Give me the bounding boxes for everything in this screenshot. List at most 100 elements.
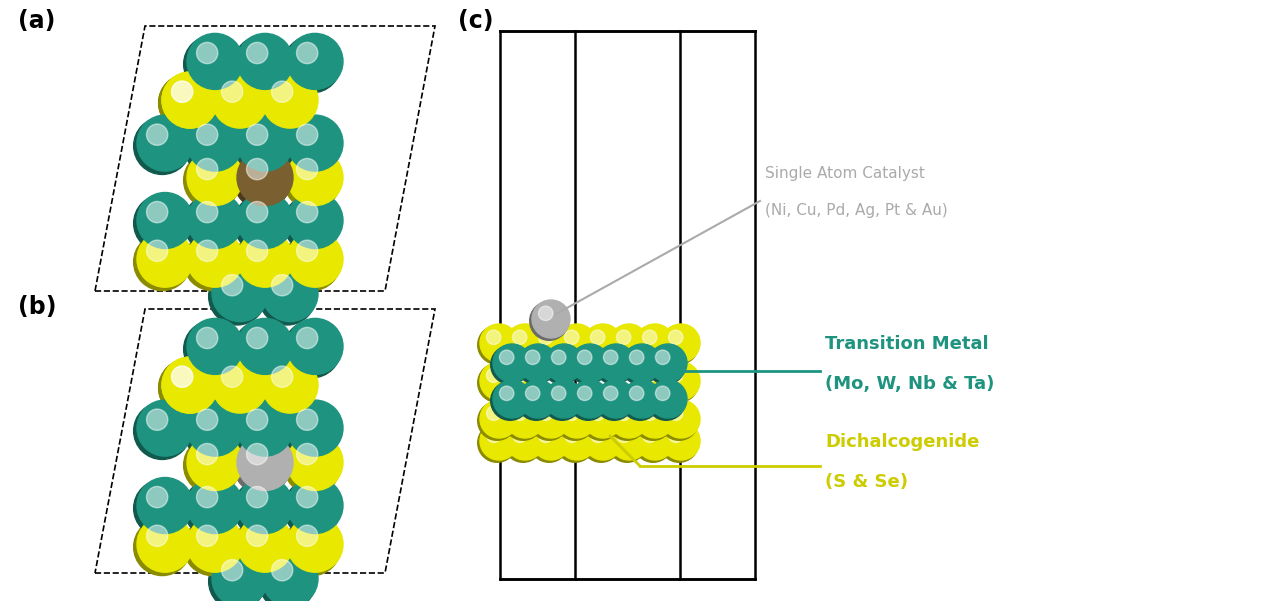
Circle shape [287,192,343,248]
Circle shape [616,330,630,344]
Circle shape [287,400,343,456]
Circle shape [506,422,544,460]
Circle shape [234,321,291,378]
Circle shape [500,386,513,400]
Circle shape [591,428,605,442]
Circle shape [533,422,569,460]
Circle shape [480,400,519,438]
Circle shape [258,268,315,325]
Circle shape [568,382,608,420]
Circle shape [533,300,569,338]
Circle shape [247,240,268,261]
Circle shape [493,344,531,382]
Circle shape [555,326,595,364]
Circle shape [236,150,294,206]
Circle shape [283,321,341,378]
Circle shape [197,328,217,349]
Circle shape [512,428,527,442]
Circle shape [236,435,294,490]
Circle shape [595,346,633,384]
Circle shape [247,201,268,223]
Circle shape [636,324,674,362]
Circle shape [172,366,193,387]
Circle shape [161,72,219,128]
Text: (b): (b) [18,295,56,319]
Circle shape [543,382,581,420]
Circle shape [283,195,341,252]
Text: (S & Se): (S & Se) [825,473,907,491]
Circle shape [172,81,193,102]
Circle shape [539,330,553,344]
Circle shape [146,409,168,430]
Circle shape [133,195,191,252]
Circle shape [236,319,294,374]
Circle shape [187,115,243,171]
Circle shape [616,406,630,421]
Circle shape [247,124,268,145]
Circle shape [545,344,583,382]
Circle shape [571,344,609,382]
Circle shape [647,382,685,420]
Circle shape [283,117,341,174]
Text: Dichalcogenide: Dichalcogenide [825,433,980,451]
Circle shape [221,366,243,387]
Circle shape [172,366,193,387]
Circle shape [234,233,291,290]
Circle shape [493,380,531,418]
Circle shape [236,34,294,90]
Circle shape [503,401,543,441]
Circle shape [187,400,243,456]
Circle shape [234,151,291,209]
Circle shape [660,424,699,462]
Circle shape [634,364,672,402]
Circle shape [480,422,519,460]
Circle shape [634,424,672,462]
Circle shape [571,380,609,418]
Circle shape [591,406,605,421]
Circle shape [623,344,661,382]
Circle shape [283,35,341,93]
Circle shape [487,428,501,442]
Circle shape [234,35,291,93]
Circle shape [283,519,341,576]
Circle shape [642,406,657,421]
Circle shape [187,478,243,534]
Circle shape [236,516,294,572]
Circle shape [487,330,501,344]
Circle shape [480,362,519,400]
Circle shape [525,350,540,365]
Circle shape [159,75,216,132]
Circle shape [234,480,291,537]
Circle shape [258,75,315,132]
Circle shape [262,266,318,322]
Circle shape [187,34,243,90]
Circle shape [296,42,318,64]
Circle shape [187,435,243,490]
Circle shape [564,406,578,421]
Circle shape [577,386,592,400]
Circle shape [212,72,268,128]
Circle shape [137,400,193,456]
Circle shape [478,364,516,402]
Circle shape [137,516,193,572]
Circle shape [506,400,544,438]
Circle shape [552,386,566,400]
Circle shape [161,357,219,413]
Circle shape [296,201,318,223]
Circle shape [133,117,191,174]
Circle shape [283,402,341,459]
Circle shape [656,386,670,400]
Circle shape [137,115,193,171]
Circle shape [234,437,291,494]
Circle shape [197,42,217,64]
Circle shape [555,401,595,441]
Circle shape [187,516,243,572]
Circle shape [662,422,700,460]
Circle shape [296,124,318,145]
Circle shape [283,480,341,537]
Circle shape [642,428,657,442]
Circle shape [161,72,219,128]
Circle shape [187,319,243,374]
Circle shape [662,362,700,400]
Circle shape [183,480,240,537]
